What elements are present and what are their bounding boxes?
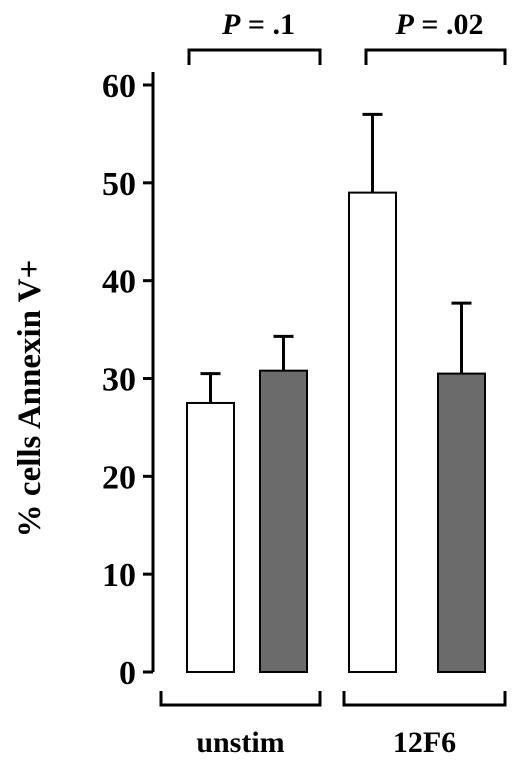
y-tick-label: 0 xyxy=(119,655,136,692)
p-value-label: P = .1 xyxy=(221,8,295,41)
significance-bracket xyxy=(187,48,322,65)
p-value: = .1 xyxy=(240,8,295,41)
bar xyxy=(437,372,486,673)
category-label: unstim xyxy=(196,726,284,759)
p-symbol: P xyxy=(395,8,415,41)
y-axis-label: % cells Annexin V+ xyxy=(12,260,48,538)
labels: 0 10 20 30 40 50 60 % cells Annexin V+ unstim 12F… xyxy=(12,8,483,759)
bar xyxy=(259,369,308,673)
group-bracket xyxy=(159,691,322,707)
y-tick-label: 60 xyxy=(102,68,136,105)
y-tick-label: 20 xyxy=(102,459,136,496)
p-value-label: P = .02 xyxy=(395,8,484,41)
p-value: = .02 xyxy=(414,8,484,41)
group-bracket xyxy=(342,691,507,707)
y-tick-label: 30 xyxy=(102,362,136,399)
y-tick-label: 50 xyxy=(102,166,136,203)
axes xyxy=(143,48,507,707)
y-tick-label: 10 xyxy=(102,557,136,594)
bars xyxy=(186,112,486,673)
category-label: 12F6 xyxy=(393,726,456,759)
bar xyxy=(348,191,397,673)
y-tick-label: 40 xyxy=(102,264,136,301)
bar xyxy=(186,401,235,673)
significance-bracket xyxy=(364,48,507,65)
p-symbol: P xyxy=(221,8,241,41)
